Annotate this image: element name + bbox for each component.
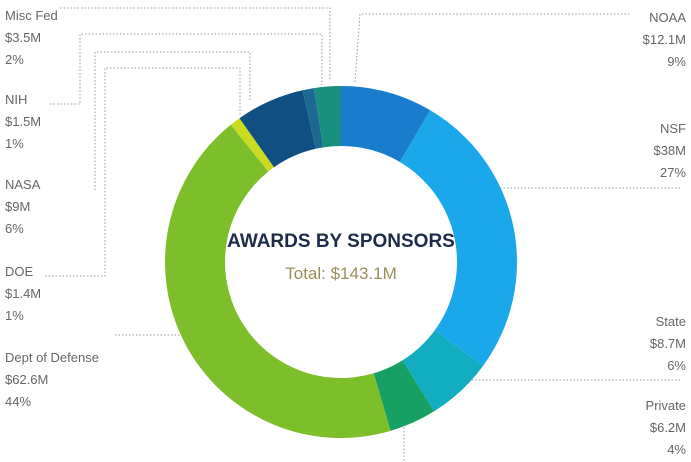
value-label: $38M (653, 143, 686, 158)
legend-label: DOE (5, 264, 34, 279)
percent-label: 1% (5, 308, 24, 323)
chart-subtitle: Total: $143.1M (285, 264, 397, 283)
donut-segment (399, 110, 518, 366)
value-label: $1.4M (5, 286, 41, 301)
value-label: $62.6M (5, 372, 48, 387)
legend-label: NIH (5, 92, 27, 107)
percent-label: 2% (5, 52, 24, 67)
legend-label: Dept of Defense (5, 350, 99, 365)
value-label: $8.7M (650, 336, 686, 351)
donut-segment (239, 90, 316, 168)
donut (165, 86, 518, 438)
legend-label: NOAA (649, 10, 686, 25)
percent-label: 27% (660, 165, 686, 180)
value-label: $6.2M (650, 420, 686, 435)
chart-title: AWARDS BY SPONSORS (227, 231, 455, 252)
value-label: $3.5M (5, 30, 41, 45)
percent-label: 6% (5, 221, 24, 236)
percent-label: 9% (667, 54, 686, 69)
legend-label: Misc Fed (5, 8, 58, 23)
percent-label: 44% (5, 394, 31, 409)
legend-label: Private (646, 398, 686, 413)
percent-label: 4% (667, 442, 686, 457)
donut-segment (402, 330, 484, 412)
donut-segment (302, 88, 324, 149)
percent-label: 1% (5, 136, 24, 151)
value-label: $1.5M (5, 114, 41, 129)
percent-label: 6% (667, 358, 686, 373)
donut-segment (341, 86, 431, 163)
donut-segment (230, 118, 275, 172)
legend-label: NASA (5, 177, 41, 192)
donut-segment (373, 360, 435, 431)
value-label: $12.1M (643, 32, 686, 47)
legend-label: State (656, 314, 686, 329)
donut-segment (314, 86, 341, 148)
value-label: $9M (5, 199, 30, 214)
legend-label: NSF (660, 121, 686, 136)
donut-segment (165, 124, 391, 438)
